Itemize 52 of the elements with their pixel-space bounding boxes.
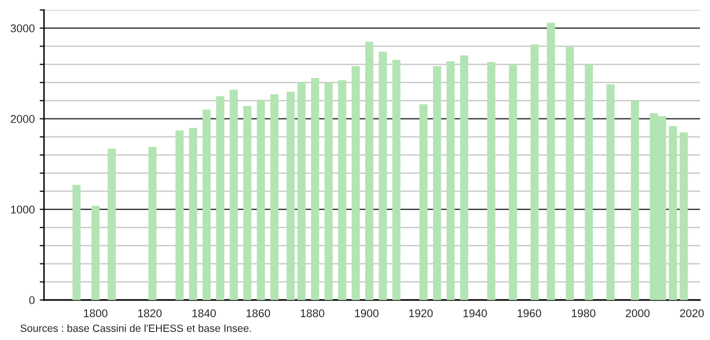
bar	[324, 82, 333, 300]
bar	[216, 96, 224, 300]
bar	[91, 206, 100, 300]
bar	[680, 132, 688, 300]
bar	[606, 84, 615, 300]
bar	[392, 60, 400, 300]
bar	[243, 106, 252, 300]
bar	[378, 52, 387, 300]
bar	[286, 92, 295, 300]
bar	[230, 90, 238, 300]
bar	[270, 94, 278, 300]
bar	[419, 104, 428, 300]
bar	[297, 82, 306, 300]
bar	[630, 100, 640, 300]
x-tick-label: 1960	[518, 309, 542, 318]
bar	[365, 42, 374, 300]
bar	[668, 126, 677, 300]
x-tick-label: 1940	[464, 309, 487, 318]
x-tick-label: 1820	[138, 309, 162, 318]
bar	[108, 148, 116, 300]
bar	[256, 100, 265, 300]
bar	[175, 130, 184, 300]
bar	[432, 66, 442, 300]
x-tick-label: 1920	[409, 309, 433, 318]
x-tick-label: 1980	[572, 309, 596, 318]
x-tick-label: 1880	[300, 309, 324, 318]
y-tick-label: 0	[29, 296, 35, 304]
bar	[72, 184, 81, 300]
bar	[508, 64, 518, 300]
x-tick-label: 1900	[355, 309, 379, 318]
x-tick-label: 1840	[192, 309, 216, 318]
bar	[530, 44, 539, 300]
bar	[460, 55, 468, 300]
bar	[189, 128, 198, 300]
x-tick-label: 2000	[626, 309, 650, 318]
source-note: Sources : base Cassini de l'EHESS et base Insee.	[20, 324, 251, 332]
bar	[311, 78, 320, 300]
y-tick-label: 3000	[10, 24, 35, 32]
bar	[352, 66, 360, 300]
bar	[338, 80, 346, 300]
y-tick-label: 2000	[10, 115, 35, 123]
bar	[566, 47, 574, 300]
bar	[487, 62, 496, 300]
y-tick-label: 1000	[11, 206, 35, 214]
x-tick-label: 1860	[246, 309, 270, 318]
bar	[202, 110, 211, 300]
x-tick-label: 1800	[84, 309, 108, 318]
x-tick-label: 2020	[680, 309, 704, 318]
bar	[584, 64, 593, 300]
bar	[546, 22, 555, 300]
bar	[148, 146, 156, 300]
bar	[446, 61, 455, 300]
